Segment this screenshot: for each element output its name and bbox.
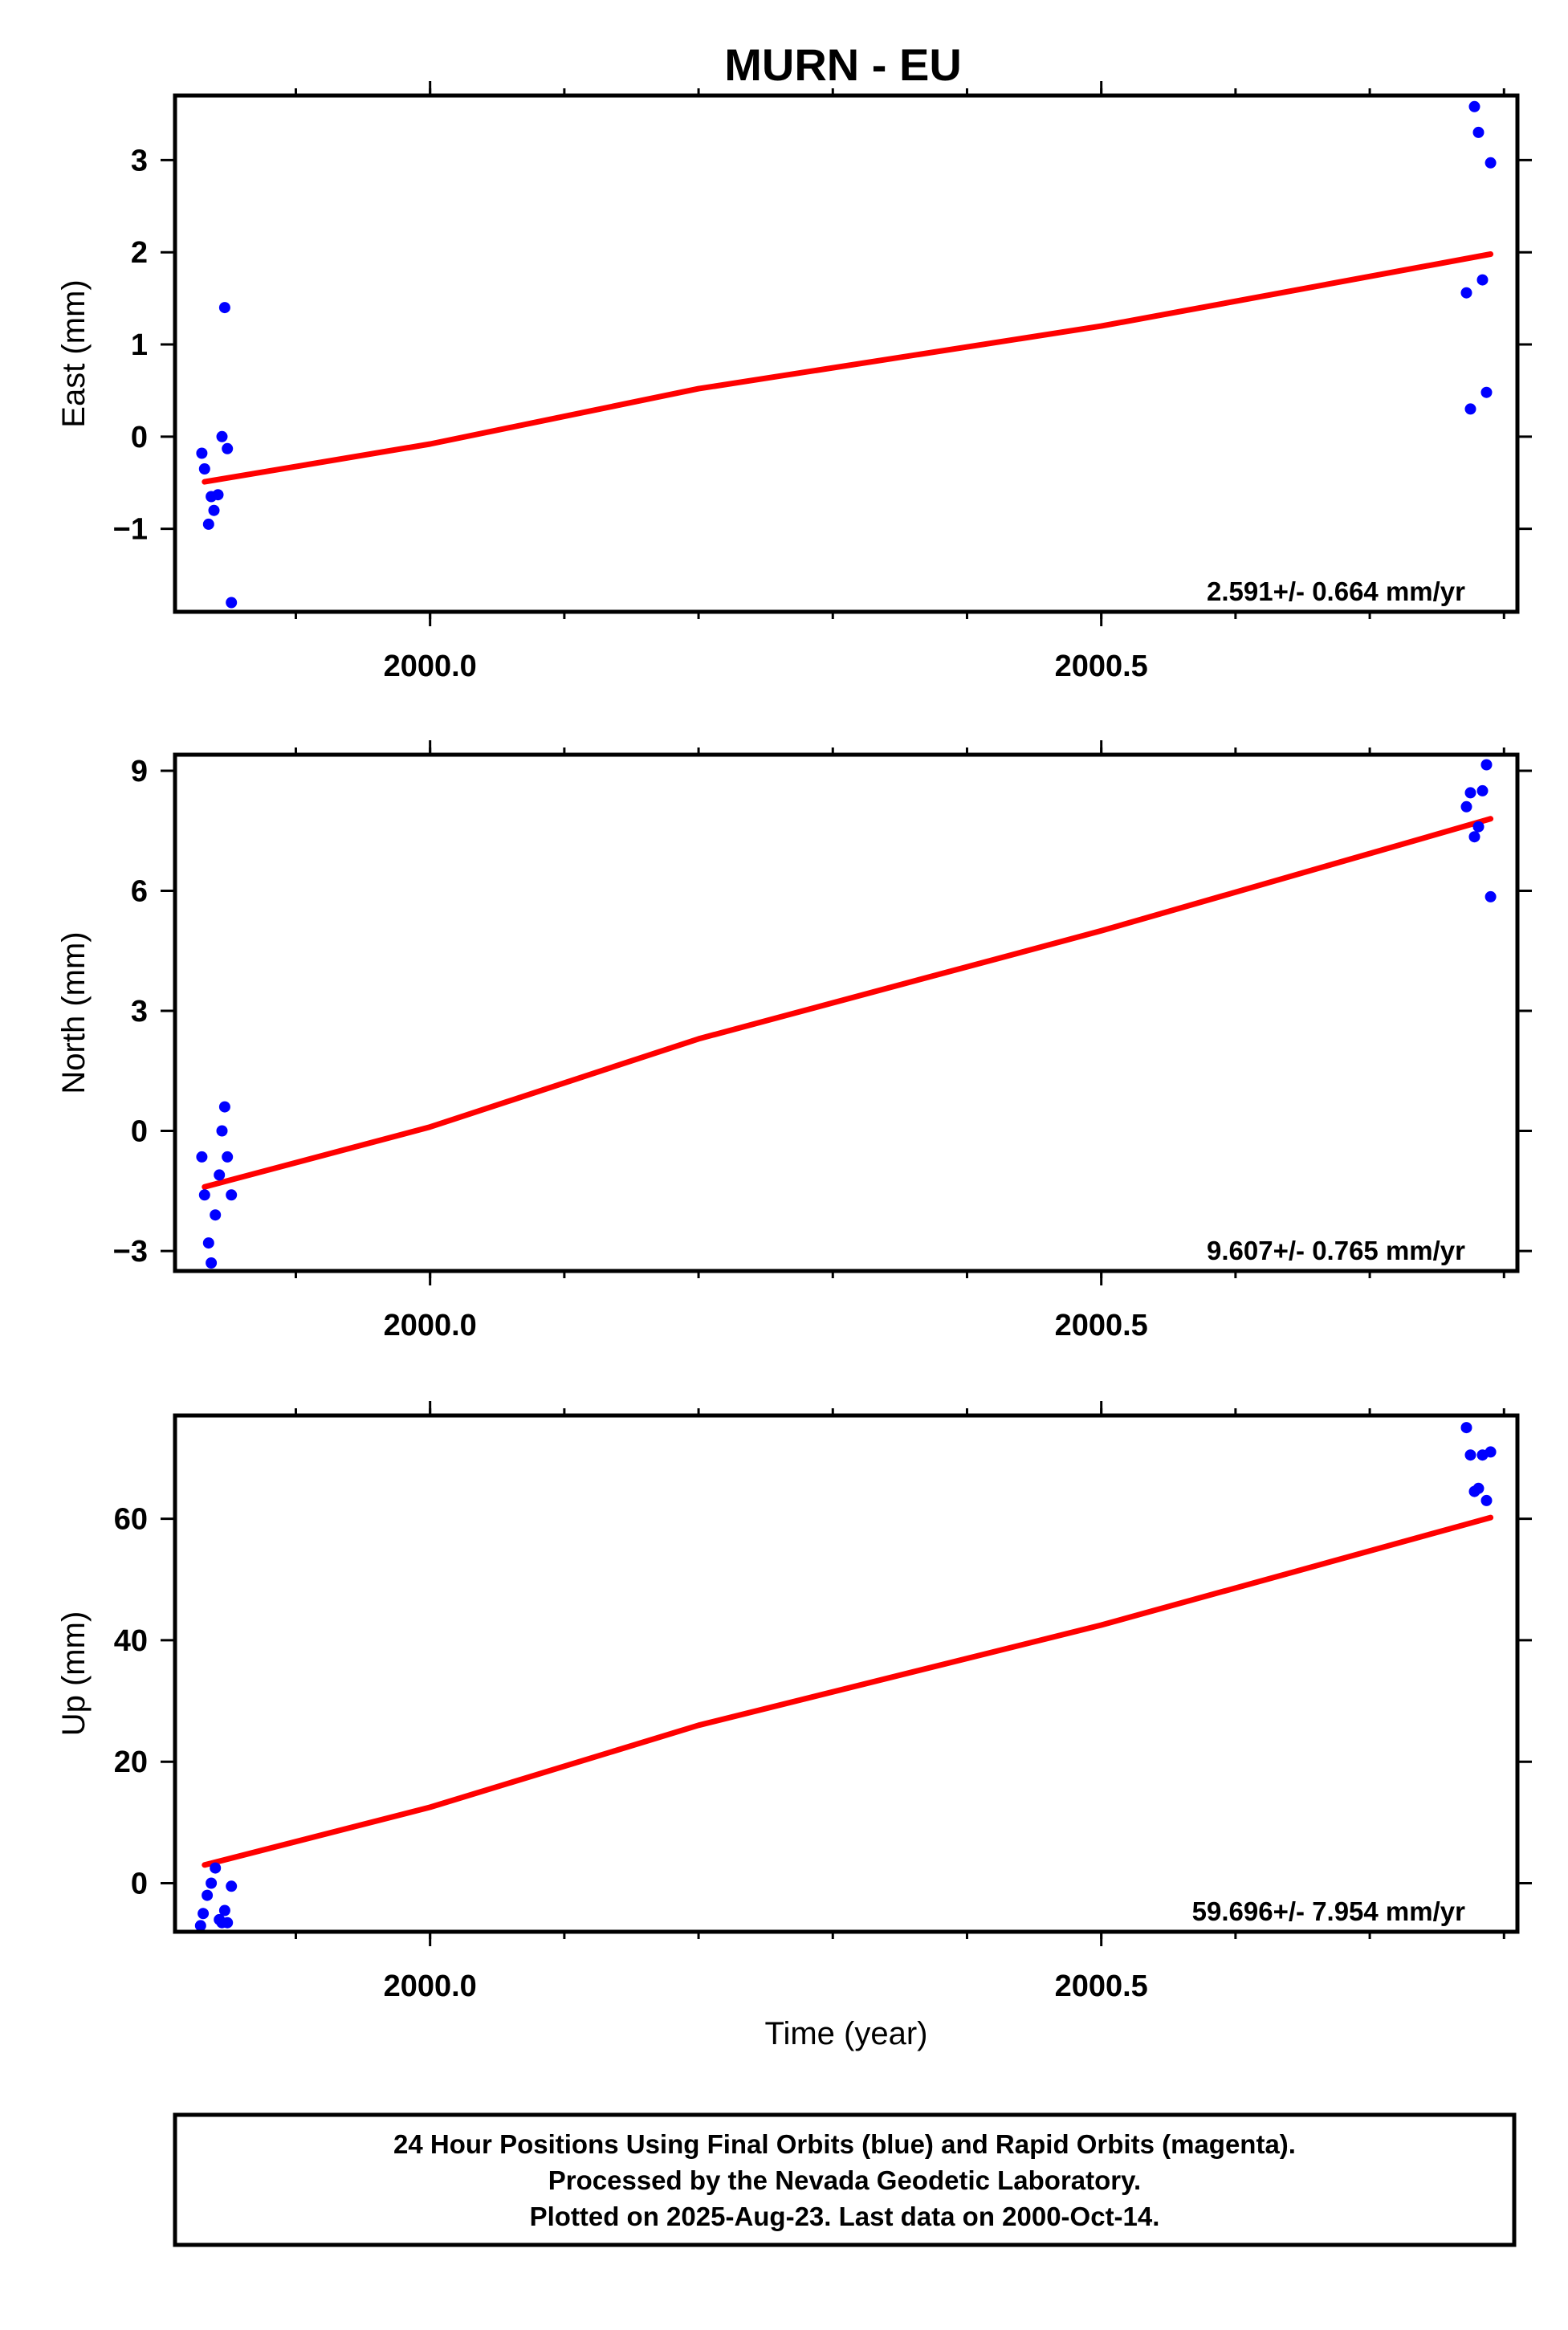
up-y-tick-label: 20 [114, 1745, 148, 1779]
up-x-tick-label: 2000.0 [384, 1970, 477, 2003]
up-y-tick-label: 60 [114, 1503, 148, 1537]
up-data-point [1485, 1446, 1497, 1458]
north-rate-label: 9.607+/- 0.765 mm/yr [1207, 1236, 1465, 1265]
east-data-point [222, 442, 234, 454]
east-frame [173, 93, 1520, 614]
north-data-point [1468, 831, 1480, 843]
north-data-point [196, 1151, 208, 1163]
north-panel: 2000.0 2000.5 −3 0 3 6 9 North (mm) 9.607+/- 0.7… [56, 740, 1532, 1342]
east-y-axis-label: East (mm) [56, 279, 92, 427]
east-x-tick-label: 2000.5 [1055, 650, 1148, 683]
east-data-point [1472, 126, 1485, 138]
up-data-point [1472, 1482, 1485, 1494]
up-x-axis-label: Time (year) [765, 2016, 928, 2051]
north-data-point [222, 1151, 234, 1163]
east-data-point [1476, 274, 1489, 286]
east-data-point [196, 447, 208, 459]
north-y-tick-label: 0 [131, 1115, 148, 1149]
east-data-point [226, 597, 238, 609]
up-data-point [1480, 1494, 1493, 1506]
east-data-point [208, 504, 220, 516]
east-y-tick-label: −1 [113, 513, 148, 547]
north-data [196, 759, 1497, 1269]
up-data-point [202, 1889, 214, 1901]
chart-title: MURN - EU [724, 39, 962, 90]
footer-box: 24 Hour Positions Using Final Orbits (bl… [173, 2112, 1517, 2247]
east-data-point [1485, 157, 1497, 169]
east-fit-line [202, 251, 1494, 485]
up-data-point [218, 1904, 230, 1917]
up-data-point [198, 1908, 210, 1920]
east-data-point [1480, 386, 1493, 398]
north-x-tick-label: 2000.0 [384, 1309, 477, 1342]
north-data-point [218, 1101, 230, 1113]
north-data-point [202, 1237, 214, 1249]
east-y-tick-label: 1 [131, 328, 148, 362]
north-y-axis-label: North (mm) [56, 931, 92, 1094]
north-y-tick-label: −3 [113, 1235, 148, 1269]
north-fit-line [202, 816, 1494, 1190]
north-data-point [1464, 787, 1476, 799]
up-y-tick-label: 0 [131, 1867, 148, 1900]
east-data [196, 100, 1497, 609]
north-data-point [1460, 800, 1472, 813]
up-panel: 2000.0 2000.5 0 20 40 60 Up (mm) 59.696+/- 7.95… [56, 1401, 1532, 2051]
north-data-point [206, 1257, 218, 1269]
north-data-point [214, 1169, 226, 1181]
north-y-tick-label: 3 [131, 995, 148, 1029]
east-panel: 2000.0 2000.5 −1 0 1 2 3 East (mm) 2.591+/- 0.66… [56, 81, 1532, 683]
footer-line-2: Processed by the Nevada Geodetic Laborat… [548, 2165, 1141, 2195]
north-data-point [226, 1189, 238, 1201]
north-data-point [1476, 784, 1489, 796]
north-data-point [1472, 821, 1485, 833]
east-x-tick-label: 2000.0 [384, 650, 477, 683]
up-data-point [194, 1920, 206, 1932]
north-data-point [1485, 890, 1497, 902]
east-y-tick-label: 0 [131, 421, 148, 454]
up-x-tick-label: 2000.5 [1055, 1970, 1148, 2003]
east-data-point [198, 463, 210, 475]
up-data-point [1460, 1422, 1472, 1434]
north-y-tick-label: 6 [131, 874, 148, 908]
up-data [194, 1422, 1497, 1932]
up-y-tick-label: 40 [114, 1624, 148, 1658]
east-data-point [202, 518, 214, 530]
up-y-axis-label: Up (mm) [56, 1611, 92, 1737]
north-frame [173, 752, 1520, 1273]
east-rate-label: 2.591+/- 0.664 mm/yr [1207, 576, 1465, 606]
east-data-point [212, 489, 224, 501]
up-data-point [226, 1880, 238, 1892]
east-y-tick-label: 2 [131, 236, 148, 270]
panels: 2000.0 2000.5 −1 0 1 2 3 East (mm) 2.591+/- 0.66… [56, 81, 1532, 2051]
up-fit-line [202, 1514, 1494, 1868]
footer-line-1: 24 Hour Positions Using Final Orbits (bl… [393, 2129, 1296, 2159]
north-y-tick-label: 9 [131, 755, 148, 788]
up-data-point [1464, 1449, 1476, 1461]
up-data-point [210, 1862, 222, 1874]
north-x-tick-label: 2000.5 [1055, 1309, 1148, 1342]
up-data-point [206, 1877, 218, 1889]
up-frame [173, 1413, 1520, 1934]
north-data-point [210, 1209, 222, 1221]
north-data-point [216, 1125, 228, 1137]
east-data-point [218, 302, 230, 314]
north-data-point [1480, 759, 1493, 771]
east-data-point [1468, 100, 1480, 112]
footer-line-3: Plotted on 2025-Aug-23. Last data on 200… [530, 2202, 1160, 2231]
east-data-point [1460, 287, 1472, 299]
east-data-point [216, 430, 228, 442]
east-y-tick-label: 3 [131, 144, 148, 177]
east-data-point [1464, 403, 1476, 415]
up-data-point [222, 1917, 234, 1929]
north-data-point [198, 1189, 210, 1201]
up-rate-label: 59.696+/- 7.954 mm/yr [1192, 1896, 1465, 1926]
